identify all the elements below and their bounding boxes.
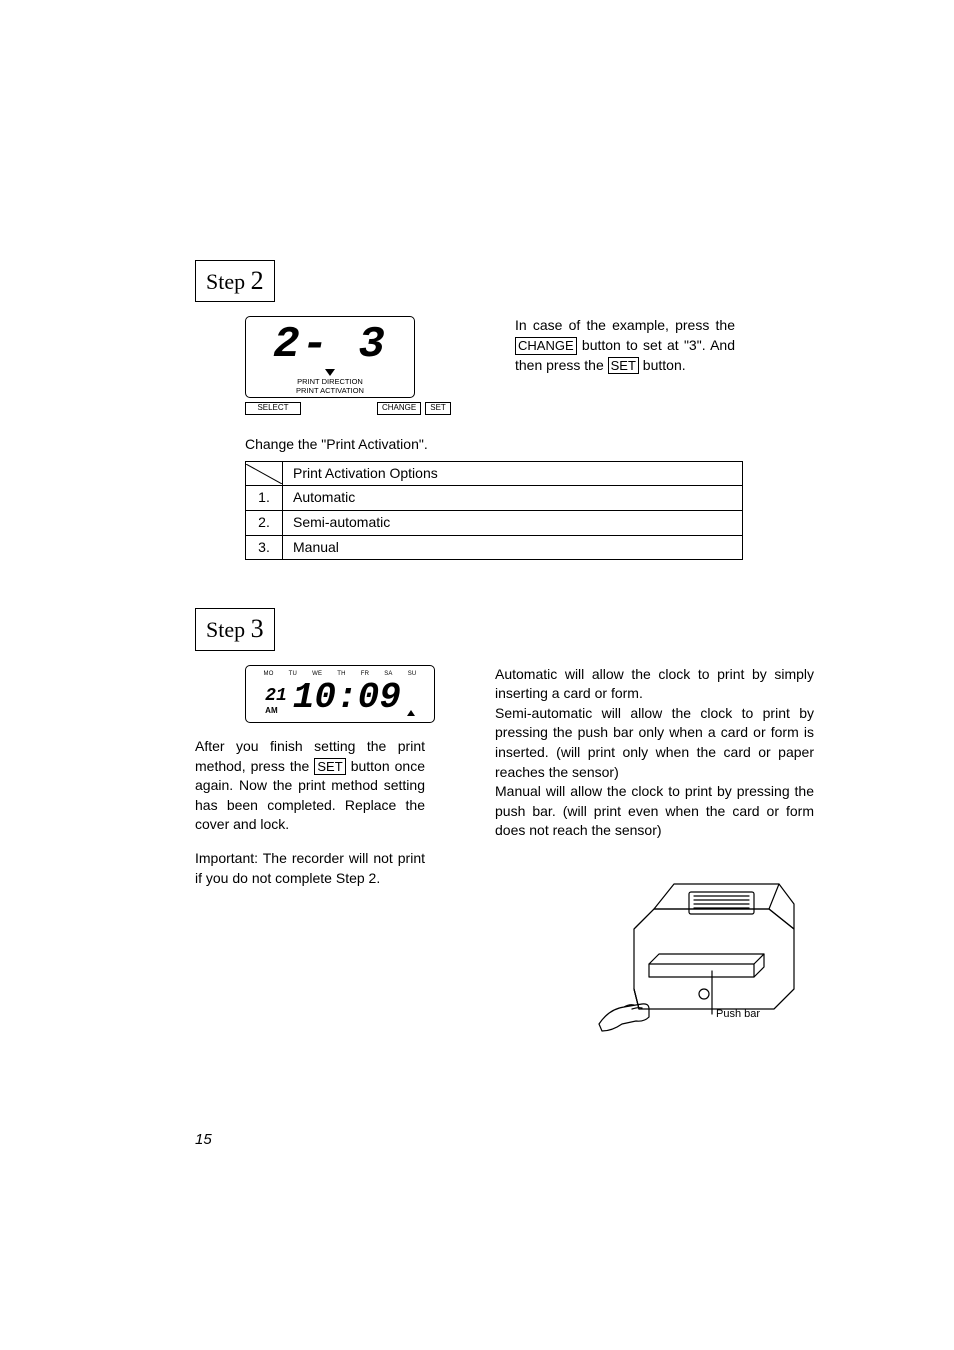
step3-left: MO TU WE TH FR SA SU 21 AM 10:09 [195,665,455,1039]
row-val: Automatic [283,486,743,511]
options-table: Print Activation Options 1. Automatic 2.… [245,461,743,560]
change-inline-box: CHANGE [515,337,577,355]
lcd-button-row: SELECT CHANGE SET [245,402,475,415]
select-button-label: SELECT [245,402,301,415]
step-word: Step [206,617,245,642]
table-row: 1. Automatic [246,486,743,511]
step-word: Step [206,269,245,294]
txt: button. [639,357,686,373]
step3-left-p2: Important: The recorder will not print i… [195,849,425,888]
step3-left-p1: After you finish setting the print metho… [195,737,425,835]
lcd-screen-1: 2- 3 PRINT DIRECTION PRINT ACTIVATION [245,316,415,398]
device-icon [594,859,814,1039]
lcd-time: 10:09 [293,680,401,716]
table-header: Print Activation Options [283,461,743,486]
table-row: 3. Manual [246,535,743,560]
step3-label: Step 3 [195,608,275,650]
day: MO [264,670,274,678]
lcd-screen-2: MO TU WE TH FR SA SU 21 AM 10:09 [245,665,435,723]
lcd-time-row: 21 AM 10:09 [254,680,426,716]
set-button-label: SET [425,402,451,415]
triangle-down-icon [325,369,335,376]
lcd-digits: 2- 3 [254,323,406,367]
triangle-up-icon [407,710,415,716]
row-val: Manual [283,535,743,560]
lcd-sub-labels: PRINT DIRECTION PRINT ACTIVATION [254,377,406,395]
step2-label: Step 2 [195,260,275,302]
row-num: 1. [246,486,283,511]
step2-section: Step 2 2- 3 PRINT DIRECTION PRINT ACTIVA… [195,260,814,560]
set-inline-box: SET [608,357,639,375]
step2-text: In case of the example, press the CHANGE… [515,316,735,375]
step-num: 2 [251,266,264,295]
step3-section: Step 3 MO TU WE TH FR SA SU [195,608,814,1039]
row-num: 2. [246,510,283,535]
table-row: 2. Semi-automatic [246,510,743,535]
page-number: 15 [195,1129,814,1150]
change-button-label: CHANGE [377,402,421,415]
right-p2: Semi-automatic will allow the clock to p… [495,704,814,782]
step2-figure: 2- 3 PRINT DIRECTION PRINT ACTIVATION SE… [195,316,475,425]
lcd-date: 21 [265,687,287,705]
table-corner [246,461,283,486]
device-figure: Push bar [594,859,814,1039]
txt: In case of the example, press the [515,317,735,333]
lcd-date-col: 21 AM [265,687,287,716]
step2-instruction: In case of the example, press the CHANGE… [515,316,814,425]
row-val: Semi-automatic [283,510,743,535]
table-caption: Change the "Print Activation". [245,435,814,455]
push-bar-label: Push bar [716,1007,760,1022]
lcd-sub2: PRINT ACTIVATION [254,386,406,395]
step2-row: 2- 3 PRINT DIRECTION PRINT ACTIVATION SE… [195,316,814,425]
day: SU [408,670,417,678]
row-num: 3. [246,535,283,560]
step3-right: Automatic will allow the clock to print … [495,665,814,1039]
lcd-ampm: AM [265,705,287,716]
right-p3: Manual will allow the clock to print by … [495,782,814,841]
step3-row: MO TU WE TH FR SA SU 21 AM 10:09 [195,665,814,1039]
right-p1: Automatic will allow the clock to print … [495,665,814,704]
lcd-sub1: PRINT DIRECTION [254,377,406,386]
step-num: 3 [251,614,264,643]
set-inline-box: SET [314,758,345,776]
